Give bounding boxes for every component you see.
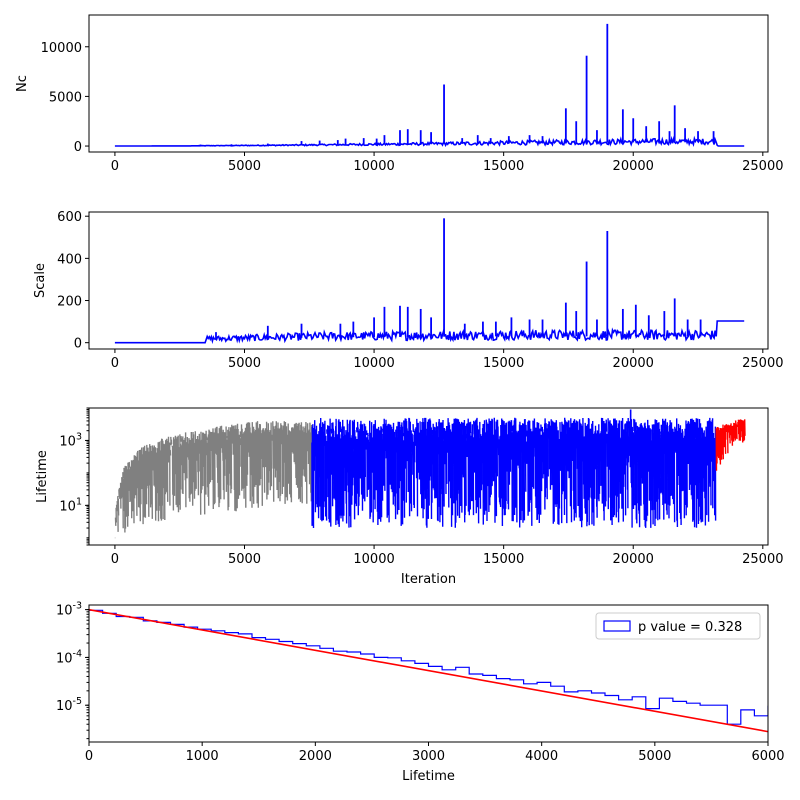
fit-line <box>89 608 768 733</box>
y-axis-label: Lifetime <box>35 450 50 503</box>
axes-frame <box>88 14 769 153</box>
x-tick-label: 6000 <box>751 749 784 764</box>
x-tick-label: 0 <box>111 159 119 174</box>
y-axis-label: Nc <box>15 75 30 92</box>
y-axis-label: Scale <box>33 263 48 298</box>
x-tick-label: 0 <box>85 749 93 764</box>
plot-area <box>114 409 746 539</box>
y-tick-label: 10-4 <box>56 648 82 666</box>
subplot-4: 0 1000 2000 3000 4000 5000 6000 10-5 10-4 10-3 Lif… <box>56 601 785 784</box>
x-tick-label: 20000 <box>613 356 654 371</box>
legend-box <box>595 612 761 640</box>
y-tick-label: 400 <box>57 252 82 267</box>
y-tick-label: 101 <box>59 496 82 514</box>
x-axis-label: Iteration <box>401 572 456 587</box>
series-line <box>114 320 745 345</box>
x-tick-label: 4000 <box>525 749 558 764</box>
subplot-3: 0 5000 10000 15000 20000 25000 101 103 Lifetime I… <box>35 407 783 587</box>
x-axis-label: Lifetime <box>402 769 455 784</box>
x-tick-label: 5000 <box>228 356 261 371</box>
subplot-2: 0 5000 10000 15000 20000 25000 0 200 400 600 Scale <box>33 210 783 371</box>
legend-swatch <box>603 620 631 632</box>
series-warmup <box>114 421 313 539</box>
axes-frame <box>88 211 769 350</box>
x-tick-label: 15000 <box>483 356 524 371</box>
x-tick-label: 0 <box>111 552 119 567</box>
x-tick-label: 15000 <box>483 552 524 567</box>
series-line <box>114 135 745 148</box>
x-tick-label: 25000 <box>742 552 783 567</box>
x-tick-label: 10000 <box>353 159 394 174</box>
y-tick-label: 600 <box>57 210 82 225</box>
x-tick-label: 25000 <box>742 356 783 371</box>
series-main <box>311 417 717 529</box>
x-tick-label: 5000 <box>638 749 671 764</box>
y-tick-label: 103 <box>59 431 82 449</box>
plot-area <box>114 23 745 148</box>
x-tick-label: 3000 <box>412 749 445 764</box>
x-tick-label: 20000 <box>613 159 654 174</box>
y-tick-label: 5000 <box>49 90 82 105</box>
histogram-step <box>89 609 768 725</box>
x-tick-label: 5000 <box>228 552 261 567</box>
x-tick-label: 0 <box>111 356 119 371</box>
y-tick-label: 200 <box>57 295 82 310</box>
series-tail <box>715 419 746 471</box>
y-tick-label: 0 <box>74 140 82 155</box>
x-tick-label: 2000 <box>299 749 332 764</box>
plot-area <box>89 608 768 733</box>
x-tick-label: 20000 <box>613 552 654 567</box>
legend: p value = 0.328 <box>595 612 761 640</box>
plot-area <box>114 218 745 345</box>
y-tick-label: 10000 <box>41 41 82 56</box>
y-tick-label: 0 <box>74 337 82 352</box>
x-tick-label: 10000 <box>353 356 394 371</box>
x-tick-label: 15000 <box>483 159 524 174</box>
x-tick-label: 25000 <box>742 159 783 174</box>
x-tick-label: 10000 <box>353 552 394 567</box>
subplot-1: 0 5000 10000 15000 20000 25000 0 5000 10000 Nc <box>15 14 783 174</box>
y-tick-label: 10-3 <box>56 601 82 619</box>
x-tick-label: 5000 <box>228 159 261 174</box>
x-tick-label: 1000 <box>186 749 219 764</box>
y-tick-label: 10-5 <box>56 696 82 714</box>
legend-label: p value = 0.328 <box>638 620 742 635</box>
